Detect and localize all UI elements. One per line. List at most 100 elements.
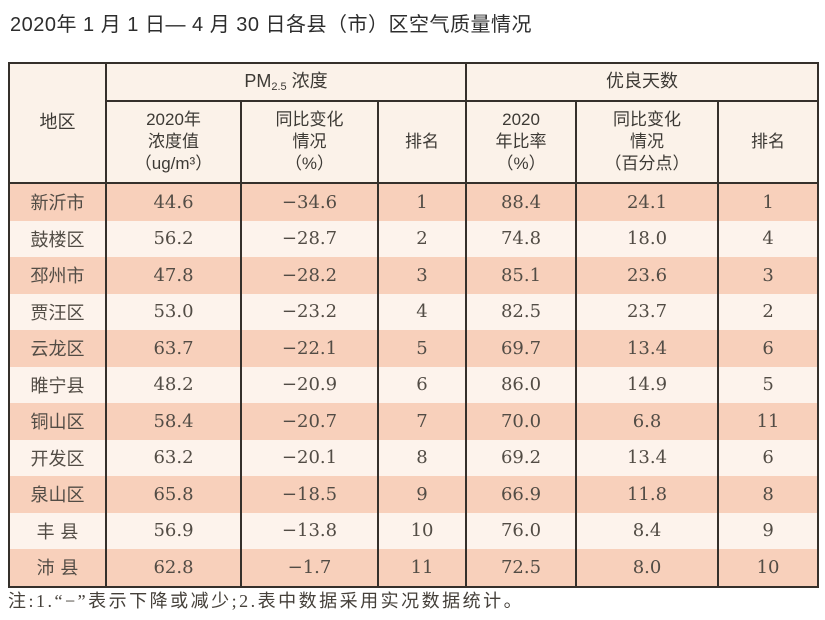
table-row: 开发区 63.2 −20.1 8 69.2 13.4 6 — [8, 439, 819, 476]
air-quality-table: 地区 PM2.5 浓度 优良天数 2020年 浓度值 （ug/m³） 同比变化 情… — [8, 62, 820, 588]
good-change-cell: 6.8 — [575, 403, 719, 440]
good-change-cell: 23.7 — [575, 293, 719, 330]
pm-label-suffix: 浓度 — [291, 70, 328, 91]
pm-rank-cell: 7 — [376, 403, 467, 440]
table-row: 邳州市 47.8 −28.2 3 85.1 23.6 3 — [8, 257, 819, 294]
pm-change-cell: −1.7 — [240, 549, 378, 587]
pm-change-cell: −13.8 — [240, 512, 378, 549]
good-rank-cell: 11 — [717, 403, 819, 440]
col-header-good-days-group: 优良天数 — [465, 63, 819, 102]
pm-value-cell: 65.8 — [105, 476, 241, 513]
good-rank-cell: 9 — [717, 512, 819, 549]
good-rank-cell: 8 — [717, 476, 819, 513]
region-cell: 丰 县 — [8, 512, 106, 549]
good-rank-cell: 6 — [717, 330, 819, 367]
good-rate-cell: 69.7 — [465, 330, 577, 367]
pm-subscript: 2.5 — [271, 80, 287, 93]
pm-rank-cell: 8 — [376, 439, 467, 476]
pm-change-cell: −28.7 — [240, 220, 378, 257]
region-cell: 沛 县 — [8, 549, 106, 587]
pm-change-cell: −22.1 — [240, 330, 378, 367]
table-row: 沛 县 62.8 −1.7 11 72.5 8.0 10 — [8, 549, 819, 587]
good-rank-cell: 5 — [717, 366, 819, 403]
good-rank-cell: 2 — [717, 293, 819, 330]
good-rate-cell: 86.0 — [465, 366, 577, 403]
pm-value-cell: 62.8 — [105, 549, 241, 587]
pm-rank-cell: 6 — [376, 366, 467, 403]
good-rate-cell: 74.8 — [465, 220, 577, 257]
col-header-pm-group: PM2.5 浓度 — [104, 63, 467, 102]
table-row: 贾汪区 53.0 −23.2 4 82.5 23.7 2 — [8, 293, 819, 330]
footnote: 注:1.“−”表示下降或减少;2.表中数据采用实况数据统计。 — [8, 591, 525, 611]
pm-change-cell: −18.5 — [240, 476, 378, 513]
pm-rank-cell: 5 — [376, 330, 467, 367]
good-change-cell: 8.4 — [575, 512, 719, 549]
pm-rank-cell: 10 — [376, 512, 467, 549]
pm-value-cell: 53.0 — [105, 293, 241, 330]
pm-value-cell: 58.4 — [105, 403, 241, 440]
good-rank-cell: 6 — [717, 439, 819, 476]
good-change-cell: 8.0 — [575, 549, 719, 587]
pm-label: PM — [244, 70, 272, 91]
col-header-good-change: 同比变化 情况 （百分点） — [575, 101, 719, 184]
col-header-good-rate: 2020 年比率 （%） — [465, 101, 577, 184]
good-rate-cell: 66.9 — [465, 476, 577, 513]
region-cell: 铜山区 — [8, 403, 106, 440]
good-rate-cell: 88.4 — [465, 183, 577, 221]
region-cell: 云龙区 — [8, 330, 106, 367]
region-cell: 睢宁县 — [8, 366, 106, 403]
good-rank-cell: 10 — [717, 549, 819, 587]
pm-rank-cell: 2 — [376, 220, 467, 257]
pm-rank-cell: 3 — [376, 257, 467, 294]
pm-change-cell: −28.2 — [240, 257, 378, 294]
pm-value-cell: 56.2 — [105, 220, 241, 257]
page-title: 2020年 1 月 1 日— 4 月 30 日各县（市）区空气质量情况 — [10, 14, 533, 36]
good-rate-cell: 72.5 — [465, 549, 577, 587]
table-row: 睢宁县 48.2 −20.9 6 86.0 14.9 5 — [8, 366, 819, 403]
good-change-cell: 13.4 — [575, 330, 719, 367]
good-rate-cell: 85.1 — [465, 257, 577, 294]
region-cell: 邳州市 — [8, 257, 106, 294]
col-header-pm-change: 同比变化 情况 （%） — [240, 101, 378, 184]
pm-value-cell: 44.6 — [105, 183, 241, 221]
pm-change-cell: −23.2 — [240, 293, 378, 330]
region-cell: 鼓楼区 — [8, 220, 106, 257]
pm-value-cell: 63.2 — [105, 439, 241, 476]
region-cell: 贾汪区 — [8, 293, 106, 330]
table-row: 新沂市 44.6 −34.6 1 88.4 24.1 1 — [8, 183, 819, 221]
good-rank-cell: 4 — [717, 220, 819, 257]
region-cell: 泉山区 — [8, 476, 106, 513]
good-change-cell: 13.4 — [575, 439, 719, 476]
good-change-cell: 11.8 — [575, 476, 719, 513]
pm-rank-cell: 9 — [376, 476, 467, 513]
col-header-good-rank: 排名 — [717, 101, 819, 184]
table-row: 鼓楼区 56.2 −28.7 2 74.8 18.0 4 — [8, 220, 819, 257]
col-header-region: 地区 — [8, 63, 106, 184]
region-cell: 新沂市 — [8, 183, 106, 221]
good-rate-cell: 69.2 — [465, 439, 577, 476]
good-rank-cell: 3 — [717, 257, 819, 294]
good-rate-cell: 82.5 — [465, 293, 577, 330]
good-rate-cell: 76.0 — [465, 512, 577, 549]
good-change-cell: 23.6 — [575, 257, 719, 294]
good-change-cell: 14.9 — [575, 366, 719, 403]
table-row: 云龙区 63.7 −22.1 5 69.7 13.4 6 — [8, 330, 819, 367]
pm-change-cell: −20.9 — [240, 366, 378, 403]
good-change-cell: 24.1 — [575, 183, 719, 221]
good-rate-cell: 70.0 — [465, 403, 577, 440]
pm-change-cell: −34.6 — [240, 183, 378, 221]
pm-rank-cell: 11 — [376, 549, 467, 587]
pm-value-cell: 48.2 — [105, 366, 241, 403]
table-row: 泉山区 65.8 −18.5 9 66.9 11.8 8 — [8, 476, 819, 513]
pm-rank-cell: 1 — [376, 183, 467, 221]
table-row: 丰 县 56.9 −13.8 10 76.0 8.4 9 — [8, 512, 819, 549]
pm-value-cell: 56.9 — [105, 512, 241, 549]
region-cell: 开发区 — [8, 439, 106, 476]
pm-change-cell: −20.7 — [240, 403, 378, 440]
pm-change-cell: −20.1 — [240, 439, 378, 476]
pm-value-cell: 47.8 — [105, 257, 241, 294]
good-change-cell: 18.0 — [575, 220, 719, 257]
pm-value-cell: 63.7 — [105, 330, 241, 367]
table-row: 铜山区 58.4 −20.7 7 70.0 6.8 11 — [8, 403, 819, 440]
col-header-pm-rank: 排名 — [376, 101, 467, 184]
